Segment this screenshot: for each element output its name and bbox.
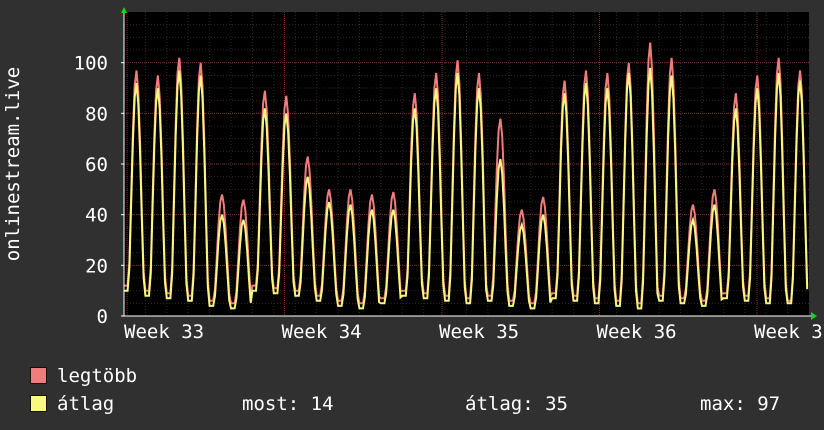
axes [121,7,817,320]
y-tick-label: 80 [85,103,108,125]
stat-max: max: 97 [700,393,781,415]
y-tick-label: 60 [85,154,108,176]
stat-avg: átlag: 35 [465,393,568,415]
x-tick-label: Week 34 [282,321,362,343]
legend-swatch-avg [30,395,47,412]
x-tick-label: Week 33 [124,321,204,343]
y-tick-label: 20 [85,255,108,277]
y-tick-label: 100 [74,53,108,75]
y-tick-label: 0 [97,306,108,328]
tick-labels: 0 20 40 60 80 100 Week 33 Week 34 Week 35 Week 36… [74,53,824,343]
series-line-avg [124,67,809,310]
legend-label-avg: átlag [57,393,115,415]
x-tick-label: Week 37 [754,321,824,343]
series-lines [124,42,809,310]
legend-swatch-max [30,367,47,384]
x-tick-label: Week 36 [597,321,677,343]
x-tick-label: Week 35 [439,321,519,343]
y-axis-arrow-icon [121,7,127,13]
legend-label-max: legtöbb [57,365,138,387]
y-axis-label: onlinestream.live [2,67,24,261]
x-axis-arrow-icon [811,312,817,320]
stat-now: most: 14 [242,393,334,415]
y-tick-label: 40 [85,205,108,227]
